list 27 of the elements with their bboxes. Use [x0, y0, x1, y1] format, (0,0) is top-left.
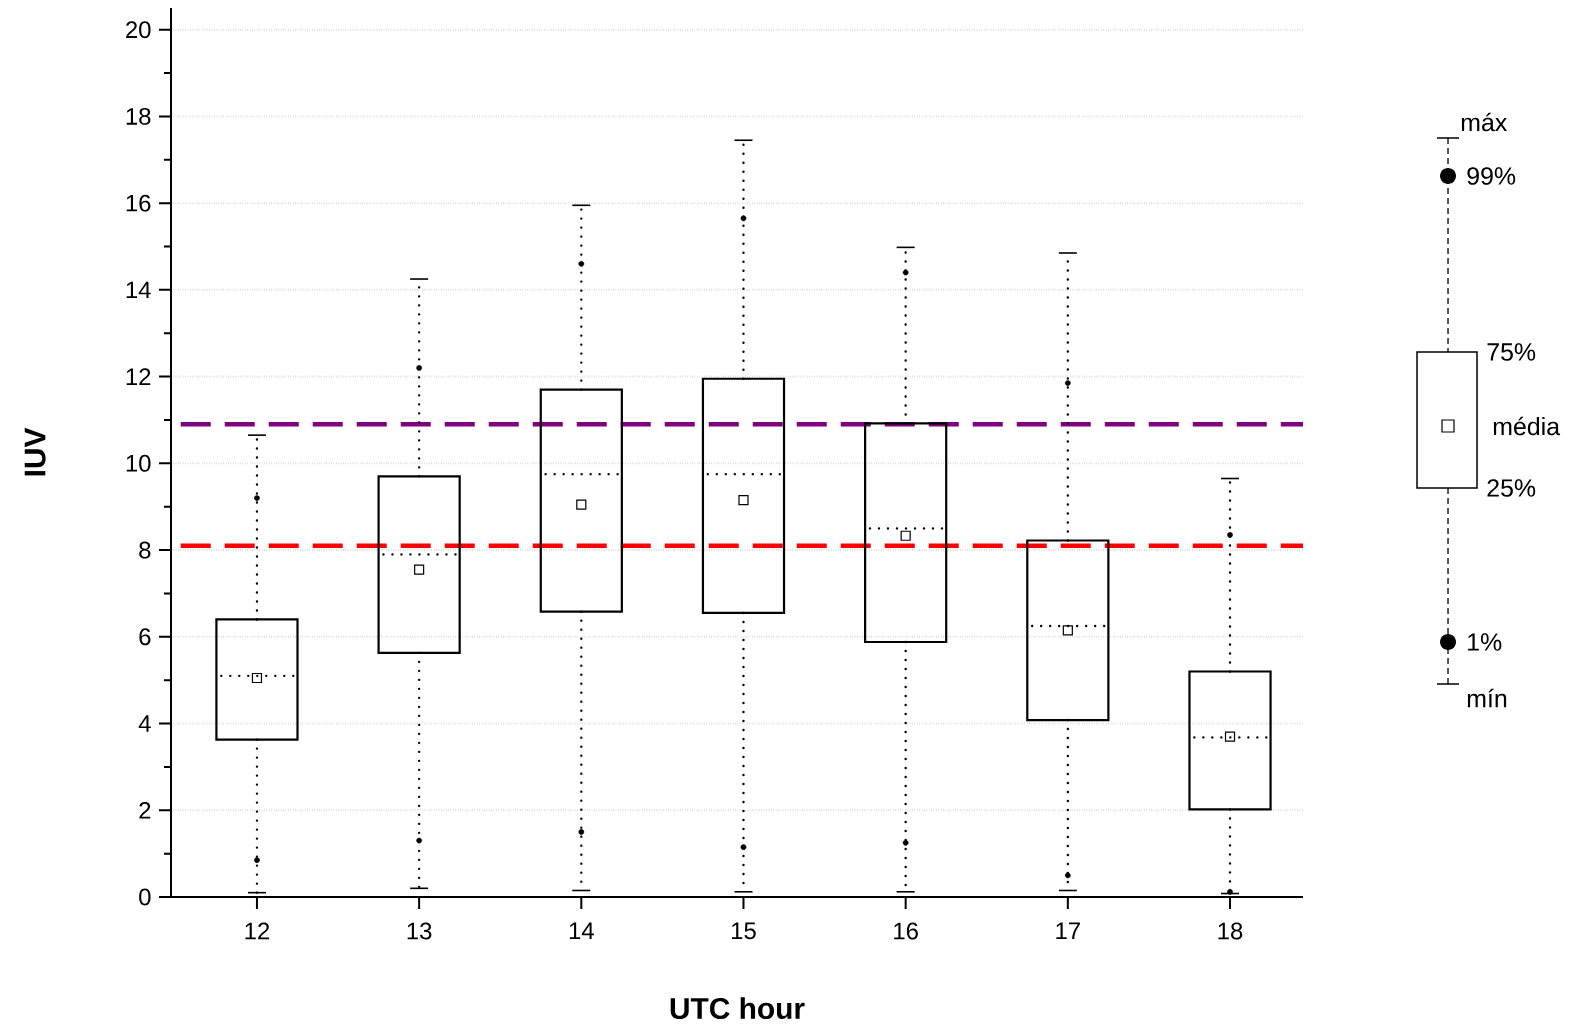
y-tick-label: 8 [139, 541, 151, 559]
x-tick-label: 12 [245, 922, 270, 940]
y-tick-label: 20 [126, 21, 151, 39]
y-tick-label: 6 [139, 628, 151, 646]
y-tick-label: 0 [139, 888, 151, 906]
x-tick-label: 17 [1056, 922, 1080, 939]
text: 25% [1487, 479, 1536, 497]
x-tick-label: 18 [1218, 922, 1243, 940]
y-tick-label: 2 [139, 801, 151, 819]
x-tick-label: 16 [894, 922, 918, 940]
x-tick-label: 13 [407, 922, 432, 940]
y-tick-label: 18 [126, 107, 151, 125]
x-axis-title: UTC hour [670, 997, 805, 1020]
y-tick-label: 10 [126, 454, 151, 472]
text: mín [1467, 688, 1507, 708]
y-tick-label: 14 [126, 281, 151, 299]
y-tick-label: 4 [138, 715, 151, 732]
text: média [1493, 416, 1561, 436]
y-tick-label: 16 [126, 194, 151, 212]
y-tick-label: 12 [126, 368, 151, 385]
text: 99% [1467, 167, 1516, 185]
text: 75% [1487, 343, 1536, 361]
x-tick-label: 14 [569, 922, 594, 939]
text: máx [1461, 112, 1507, 132]
text: 1% [1468, 633, 1502, 651]
x-tick-label: 15 [732, 922, 756, 940]
y-axis-title: IUV [24, 427, 46, 476]
